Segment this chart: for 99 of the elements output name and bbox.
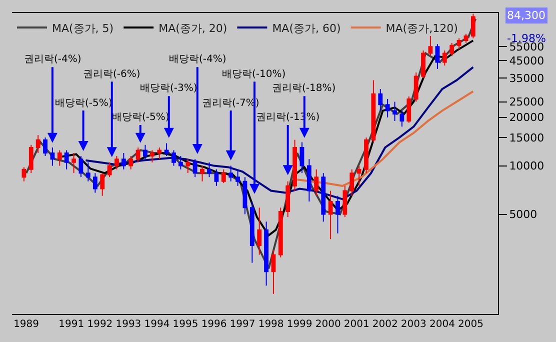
candlestick <box>143 144 148 160</box>
candlestick <box>64 150 69 170</box>
candlestick <box>356 165 362 186</box>
candlestick <box>86 162 90 182</box>
legend-label: MA(종가, 20) <box>158 22 228 35</box>
candlestick <box>150 150 154 163</box>
candlestick <box>257 207 262 256</box>
candlestick <box>157 146 162 160</box>
annotation: 권리락(-18%) <box>272 83 336 94</box>
candlestick <box>121 152 126 170</box>
y-tick-label: 25000 <box>509 96 544 109</box>
candlestick <box>43 136 48 157</box>
candlestick <box>456 38 462 50</box>
candlestick <box>228 165 234 182</box>
candlestick <box>242 176 248 215</box>
x-tick-label: 1995 <box>172 319 198 330</box>
candlestick <box>378 88 383 112</box>
candlestick <box>385 98 390 118</box>
x-tick-label: 1992 <box>87 319 113 330</box>
candlestick <box>428 36 433 57</box>
candlestick <box>336 195 340 234</box>
candlestick <box>100 172 105 196</box>
candlestick <box>406 96 412 124</box>
candlestick <box>278 207 283 258</box>
candlestick <box>286 180 290 218</box>
text: 84,300 <box>507 9 546 22</box>
x-tick-label: 2000 <box>315 319 341 330</box>
candlestick <box>214 168 219 186</box>
candlestick <box>264 221 268 286</box>
y-tick-label: 15000 <box>509 131 544 144</box>
y-tick-label: 45000 <box>509 54 544 68</box>
candlestick <box>172 150 176 166</box>
annotation: 권리락(-4%) <box>24 54 82 65</box>
annotation: 배당락(-5%) <box>55 98 112 109</box>
x-tick-label: 1993 <box>116 319 142 330</box>
candlestick <box>50 146 55 166</box>
x-tick-label: 2003 <box>400 319 426 330</box>
candlestick <box>470 13 476 39</box>
candlestick <box>114 156 119 170</box>
candlestick <box>250 201 254 264</box>
candlestick <box>271 249 276 294</box>
x-tick-label: 1991 <box>58 319 84 330</box>
candlestick <box>178 156 183 170</box>
candlestick <box>292 139 297 192</box>
candlestick <box>200 165 204 182</box>
candlestick <box>236 168 240 186</box>
candlestick <box>72 152 76 174</box>
candlestick <box>78 156 84 178</box>
candlestick <box>107 162 112 178</box>
candlestick <box>300 142 304 174</box>
candlestick <box>435 44 440 70</box>
candlestick <box>400 110 404 128</box>
candlestick <box>350 168 354 196</box>
candlestick <box>342 185 348 218</box>
candlestick <box>371 80 376 143</box>
candlestick <box>192 158 198 178</box>
x-tick-label: 2001 <box>344 319 370 330</box>
x-tick-label: 2002 <box>372 319 398 330</box>
candlestick <box>28 144 34 174</box>
candlestick <box>464 33 468 44</box>
candlestick <box>364 136 368 174</box>
y-tick-label: 5000 <box>509 208 538 222</box>
y-tick-label: 20000 <box>509 111 544 124</box>
candlestick <box>314 168 319 196</box>
candlestick <box>421 50 426 79</box>
candlestick <box>414 72 418 102</box>
candlestick <box>328 190 333 240</box>
x-tick-label: 1997 <box>230 319 256 330</box>
candlestick <box>450 42 454 57</box>
x-tick-label: 2005 <box>458 319 484 330</box>
x-tick-label: 1989 <box>14 319 40 330</box>
candlestick <box>164 142 169 157</box>
x-tick-label: 1999 <box>286 319 312 330</box>
legend-label: MA(종가, 5) <box>52 22 114 35</box>
annotation: 배당락(-3%) <box>140 83 198 94</box>
candlestick <box>136 146 140 163</box>
x-tick-label: 1994 <box>144 319 170 330</box>
annotation: 권리락(-6%) <box>83 69 140 80</box>
x-tick-label: 1998 <box>258 319 284 330</box>
y-tick-label: 35000 <box>509 72 544 86</box>
annotation: 배당락(-10%) <box>222 69 286 80</box>
candlestick <box>128 156 134 170</box>
legend-label: MA(종가,120) <box>386 22 458 35</box>
candlestick <box>392 101 397 122</box>
candlestick <box>22 166 26 182</box>
legend-label: MA(종가, 60) <box>272 22 341 35</box>
x-tick-label: 1996 <box>201 319 227 330</box>
candlestick <box>321 172 326 222</box>
x-tick-label: 2004 <box>430 319 455 330</box>
candlestick <box>221 168 226 184</box>
candlestick <box>186 158 190 174</box>
candlestick <box>207 162 212 178</box>
y-tick-label: 10000 <box>509 160 544 173</box>
candlestick <box>57 150 62 166</box>
candlestick <box>36 134 40 154</box>
candlestick <box>306 158 312 202</box>
annotation: 배당락(-4%) <box>169 54 226 65</box>
candlestick <box>92 172 98 194</box>
candlestick <box>442 50 447 66</box>
